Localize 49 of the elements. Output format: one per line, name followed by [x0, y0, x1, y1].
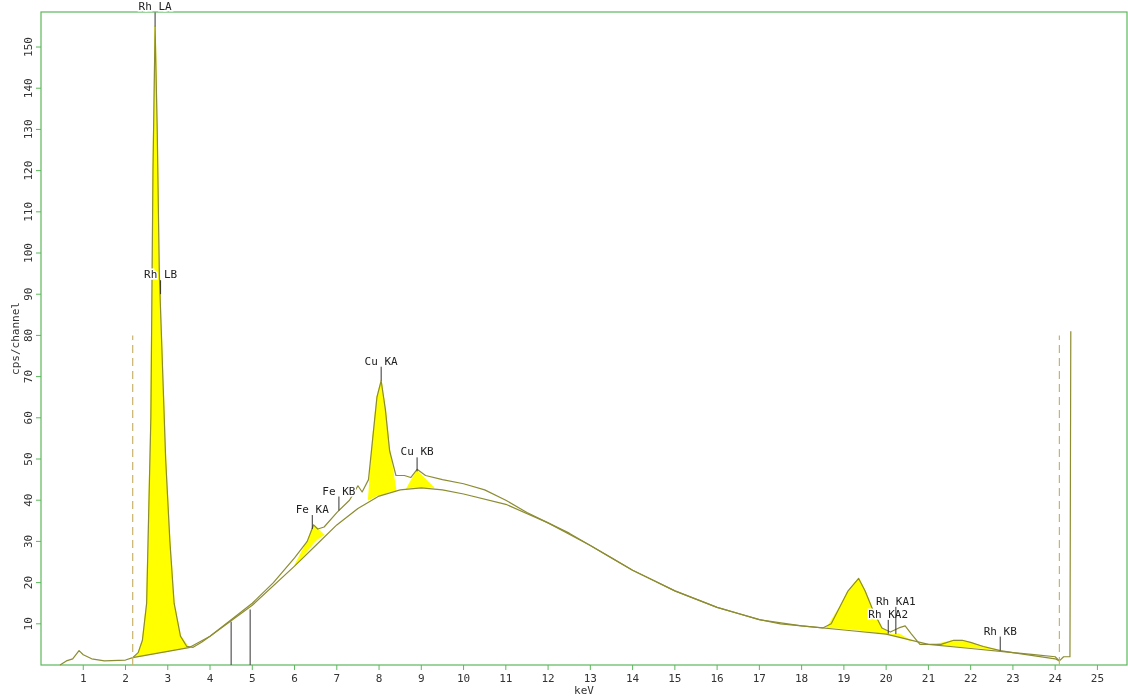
x-tick-label: 19	[837, 672, 851, 685]
y-tick-label: 70	[22, 369, 35, 384]
y-tick-label: 120	[22, 160, 35, 181]
annotation: Rh KB	[983, 624, 1018, 638]
x-tick-label: 11	[499, 672, 513, 685]
y-tick-label: 30	[22, 534, 35, 549]
annotation: Fe KB	[322, 484, 356, 498]
x-tick-label: 25	[1090, 672, 1105, 685]
y-tick-label: 100	[22, 243, 35, 263]
y-tick-label: 60	[22, 411, 35, 425]
y-tick-label: 40	[22, 493, 35, 507]
annotation: Cu KA	[364, 354, 399, 368]
x-tick-label: 20	[879, 672, 893, 685]
annotation: Rh LA	[138, 0, 173, 14]
x-tick-label: 24	[1048, 672, 1063, 685]
x-tick-label: 22	[964, 672, 978, 685]
y-axis-title: cps/channel	[9, 302, 22, 375]
y-tick-label: 20	[22, 575, 35, 590]
x-tick-label: 9	[418, 672, 425, 685]
x-tick-label: 14	[625, 672, 640, 685]
x-tick-label: 13	[583, 672, 597, 685]
x-tick-label: 21	[921, 672, 936, 685]
x-tick-label: 23	[1006, 672, 1020, 685]
y-tick-label: 110	[22, 201, 35, 222]
x-axis-title: keV	[574, 684, 595, 697]
x-tick-label: 6	[291, 672, 298, 685]
y-tick-label: 90	[22, 287, 35, 301]
x-tick-label: 17	[752, 672, 766, 685]
annotation: Rh KA1	[875, 594, 916, 608]
y-tick-label: 130	[22, 119, 35, 140]
y-tick-label: 80	[22, 328, 35, 343]
annotation: Cu KB	[400, 445, 435, 459]
x-tick-label: 15	[668, 672, 682, 685]
x-tick-label: 10	[456, 672, 471, 685]
x-tick-label: 2	[122, 672, 129, 685]
x-tick-label: 16	[710, 672, 724, 685]
x-tick-label: 7	[333, 672, 341, 685]
y-tick-label: 50	[22, 452, 35, 466]
x-tick-label: 3	[164, 672, 172, 685]
annotation: Fe KA	[295, 503, 330, 517]
x-tick-label: 8	[375, 672, 383, 685]
x-tick-label: 4	[206, 672, 214, 685]
y-tick-label: 140	[22, 78, 35, 99]
x-tick-label: 1	[79, 672, 87, 685]
y-tick-label: 10	[22, 617, 35, 631]
x-tick-label: 12	[541, 672, 555, 685]
x-tick-label: 5	[248, 672, 256, 685]
y-tick-label: 150	[22, 37, 35, 57]
x-tick-label: 18	[795, 672, 809, 685]
